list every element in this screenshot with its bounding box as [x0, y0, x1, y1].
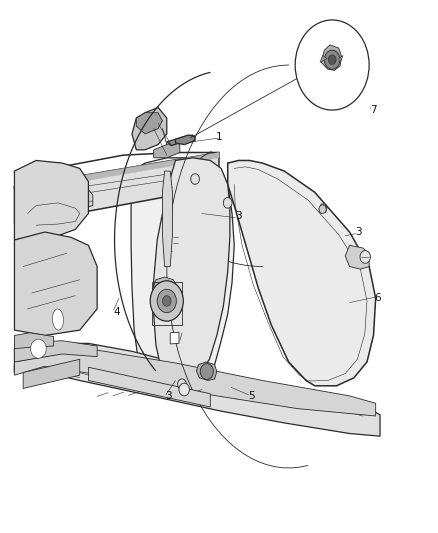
Text: 5: 5	[248, 391, 255, 401]
Polygon shape	[14, 341, 97, 362]
Text: 1: 1	[215, 132, 223, 142]
Ellipse shape	[53, 309, 64, 330]
Polygon shape	[167, 135, 193, 146]
Circle shape	[191, 174, 199, 184]
Polygon shape	[23, 359, 80, 389]
Circle shape	[155, 283, 175, 306]
Polygon shape	[176, 135, 195, 144]
Text: 3: 3	[355, 227, 362, 237]
Circle shape	[150, 281, 184, 321]
Text: 3: 3	[235, 211, 242, 221]
Polygon shape	[153, 277, 178, 314]
Circle shape	[178, 379, 186, 390]
Polygon shape	[132, 108, 167, 150]
Polygon shape	[14, 349, 376, 416]
Polygon shape	[321, 45, 342, 70]
Circle shape	[223, 198, 232, 208]
Circle shape	[328, 55, 336, 64]
Polygon shape	[136, 113, 162, 134]
Polygon shape	[154, 158, 230, 382]
Text: 6: 6	[374, 293, 381, 303]
Circle shape	[295, 20, 369, 110]
Polygon shape	[14, 160, 88, 240]
Circle shape	[160, 288, 170, 301]
Text: 3: 3	[166, 391, 172, 401]
Polygon shape	[131, 158, 234, 391]
Polygon shape	[14, 152, 219, 224]
Polygon shape	[345, 245, 369, 269]
Polygon shape	[53, 190, 93, 216]
Polygon shape	[14, 171, 80, 224]
Polygon shape	[228, 160, 376, 386]
Polygon shape	[320, 55, 327, 62]
Polygon shape	[170, 332, 179, 344]
Polygon shape	[14, 232, 97, 335]
Polygon shape	[88, 367, 210, 407]
Polygon shape	[14, 333, 53, 349]
Polygon shape	[14, 343, 380, 436]
Circle shape	[319, 205, 326, 214]
Polygon shape	[339, 55, 343, 62]
Polygon shape	[319, 204, 327, 214]
Polygon shape	[196, 362, 217, 381]
Circle shape	[157, 289, 177, 313]
Circle shape	[162, 296, 171, 306]
Circle shape	[324, 50, 340, 69]
Text: 4: 4	[113, 306, 120, 317]
Polygon shape	[162, 171, 173, 266]
Circle shape	[200, 364, 213, 379]
Text: 7: 7	[370, 105, 377, 115]
Circle shape	[179, 383, 189, 396]
Polygon shape	[14, 152, 219, 192]
Circle shape	[360, 251, 371, 263]
Polygon shape	[154, 142, 180, 158]
Circle shape	[31, 339, 46, 358]
